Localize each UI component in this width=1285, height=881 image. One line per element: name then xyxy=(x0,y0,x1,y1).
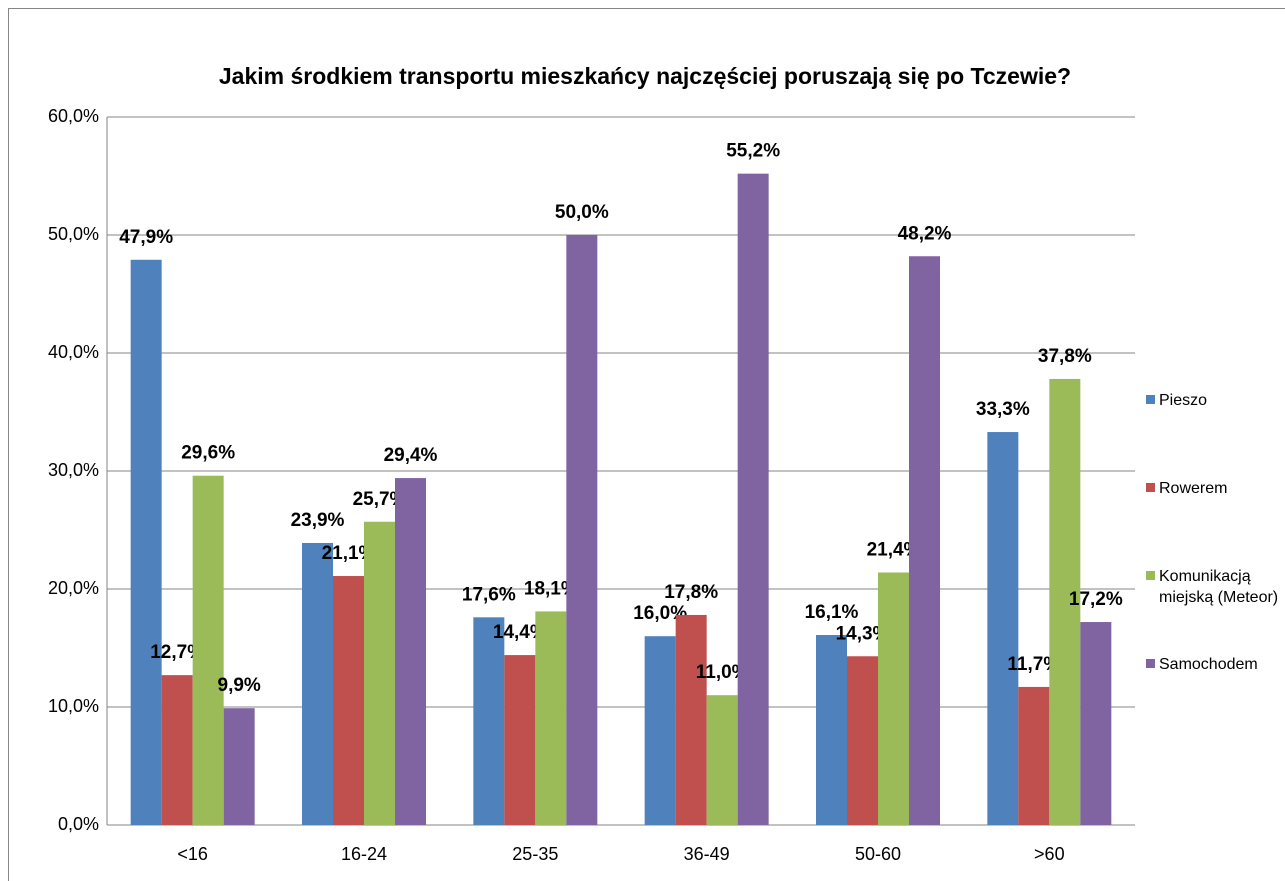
data-label: 16,0% xyxy=(633,603,687,624)
bar xyxy=(987,432,1019,825)
legend-swatch xyxy=(1146,571,1155,580)
data-label: 29,4% xyxy=(384,445,438,466)
legend-item: Rowerem xyxy=(1146,478,1281,566)
data-label: 55,2% xyxy=(726,141,780,162)
data-label: 12,7% xyxy=(150,642,204,663)
data-label: 25,7% xyxy=(353,489,407,510)
y-tick-label: 0,0% xyxy=(58,814,99,834)
legend-swatch xyxy=(1146,483,1155,492)
bar xyxy=(364,521,395,825)
bar xyxy=(847,656,878,825)
bar xyxy=(816,635,847,825)
bar xyxy=(395,478,426,825)
bar xyxy=(333,576,364,825)
y-tick-label: 20,0% xyxy=(48,578,99,598)
legend-item: Samochodem xyxy=(1146,654,1281,742)
data-label: 47,9% xyxy=(119,227,173,248)
bar xyxy=(644,636,676,825)
legend-label: Pieszo xyxy=(1159,392,1208,409)
data-label: 23,9% xyxy=(291,510,345,531)
data-label: 14,3% xyxy=(836,623,890,644)
x-tick-label: 50-60 xyxy=(855,844,901,864)
data-label: 14,4% xyxy=(493,622,547,643)
data-label: 16,1% xyxy=(805,602,859,623)
x-tick-label: 16-24 xyxy=(341,844,387,864)
data-label: 33,3% xyxy=(976,399,1030,420)
bar xyxy=(909,256,940,825)
bar xyxy=(504,655,536,825)
bar xyxy=(706,695,738,825)
data-label: 9,9% xyxy=(218,675,261,696)
y-tick-label: 40,0% xyxy=(48,342,99,362)
x-tick-label: >60 xyxy=(1034,844,1065,864)
data-label: 37,8% xyxy=(1038,346,1092,367)
bar xyxy=(878,572,909,825)
bar xyxy=(473,617,505,825)
legend-swatch xyxy=(1146,659,1155,668)
x-tick-label: <16 xyxy=(177,844,208,864)
data-label: 11,0% xyxy=(696,662,749,683)
data-label: 48,2% xyxy=(898,223,952,244)
y-tick-label: 10,0% xyxy=(48,696,99,716)
bar xyxy=(192,475,224,825)
legend-swatch xyxy=(1146,395,1155,404)
bar xyxy=(1018,686,1050,825)
bar xyxy=(161,675,193,825)
data-label: 50,0% xyxy=(555,202,609,223)
bar xyxy=(675,614,707,825)
bar xyxy=(1049,378,1081,825)
legend-label: Komunikacją miejską (Meteor) xyxy=(1159,568,1279,606)
data-label: 29,6% xyxy=(181,443,235,464)
data-label: 17,2% xyxy=(1069,589,1123,610)
data-label: 21,4% xyxy=(867,539,921,560)
legend-item: Komunikacją miejską (Meteor) xyxy=(1146,566,1281,654)
y-tick-label: 50,0% xyxy=(48,224,99,244)
data-label: 21,1% xyxy=(322,543,376,564)
legend-label: Rowerem xyxy=(1159,480,1228,497)
bar xyxy=(223,708,255,825)
chart-title: Jakim środkiem transportu mieszkańcy naj… xyxy=(219,63,1071,89)
bar xyxy=(1080,622,1112,825)
y-tick-label: 60,0% xyxy=(48,106,99,126)
bar xyxy=(302,542,333,825)
legend-label: Samochodem xyxy=(1159,656,1258,673)
x-tick-label: 25-35 xyxy=(512,844,558,864)
chart-border xyxy=(8,8,1285,881)
legend-item: Pieszo xyxy=(1146,390,1281,478)
data-label: 17,6% xyxy=(462,584,516,605)
y-tick-label: 30,0% xyxy=(48,460,99,480)
data-label: 17,8% xyxy=(664,582,718,603)
bar xyxy=(130,259,162,825)
bar xyxy=(535,611,567,825)
bar xyxy=(737,173,769,825)
legend: Pieszo Rowerem Komunikacją miejską (Meteor… xyxy=(1146,390,1281,742)
x-tick-label: 36-49 xyxy=(684,844,730,864)
bar xyxy=(566,235,598,825)
data-label: 11,7% xyxy=(1007,654,1060,675)
data-label: 18,1% xyxy=(524,578,578,599)
